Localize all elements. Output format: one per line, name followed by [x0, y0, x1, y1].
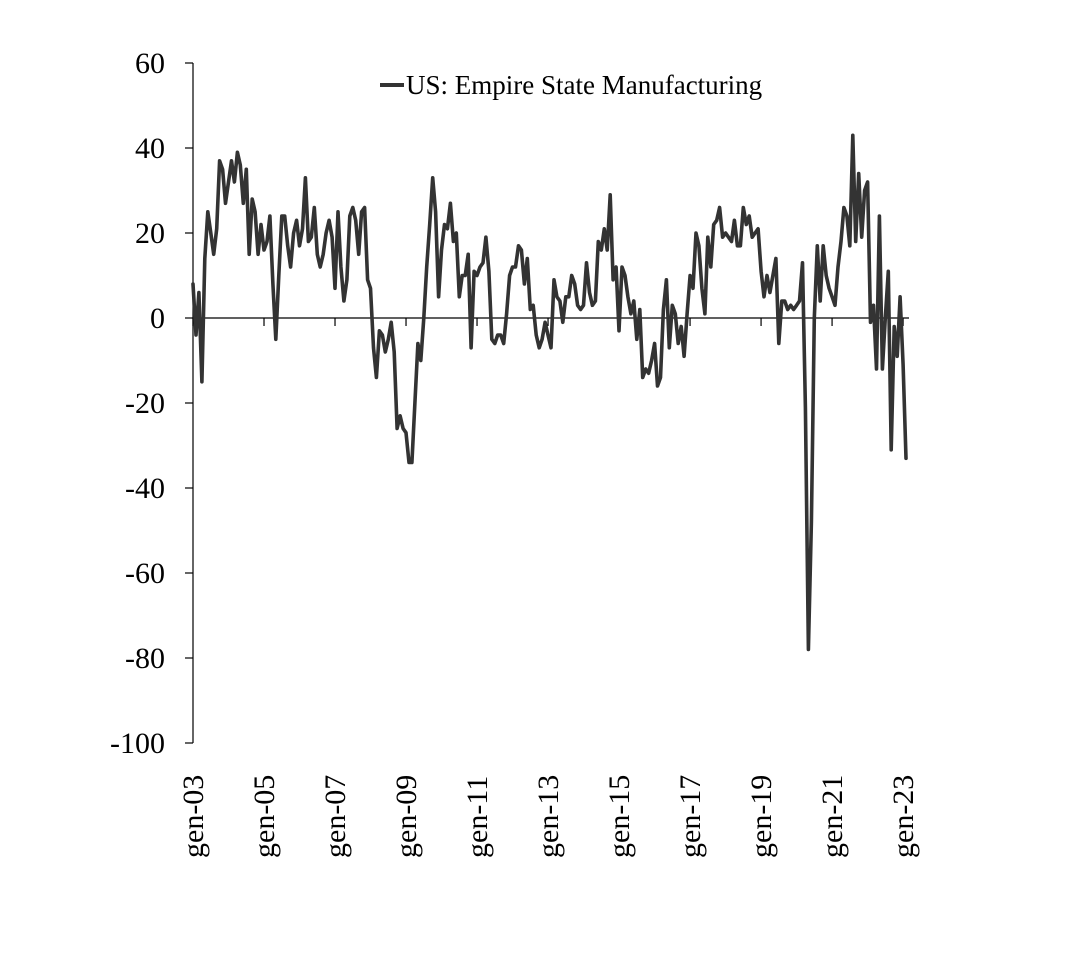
x-tick-label: gen-23	[887, 775, 920, 858]
y-tick-label: -40	[125, 472, 165, 505]
y-tick-label: -20	[125, 387, 165, 420]
x-tick-label: gen-13	[532, 775, 565, 858]
series-line	[191, 133, 908, 652]
x-tick-label: gen-19	[745, 775, 778, 858]
legend-label: US: Empire State Manufacturing	[406, 70, 762, 100]
x-tick-label: gen-11	[461, 776, 494, 858]
plot-area	[191, 133, 908, 652]
y-tick-label: -60	[125, 557, 165, 590]
y-axis: 60 40 20 0 -20 -40 -60 -80 -100	[110, 47, 194, 760]
x-tick-label: gen-17	[674, 775, 707, 858]
x-tick-label: gen-07	[319, 775, 352, 858]
y-tick-label: 0	[150, 302, 165, 335]
x-tick-label: gen-15	[603, 775, 636, 858]
y-tick-label: 40	[135, 132, 165, 165]
x-tick-label: gen-03	[177, 775, 210, 858]
y-tick-label: -80	[125, 642, 165, 675]
y-tick-label: 60	[135, 47, 165, 80]
legend: US: Empire State Manufacturing	[380, 70, 762, 100]
x-tick-label: gen-09	[390, 775, 423, 858]
x-axis: gen-03 gen-05 gen-07 gen-09 gen-11 gen-13 gen-…	[177, 317, 920, 858]
x-tick-label: gen-21	[816, 775, 849, 858]
y-tick-label: -100	[110, 727, 165, 760]
y-tick-label: 20	[135, 217, 165, 250]
x-tick-label: gen-05	[248, 775, 281, 858]
